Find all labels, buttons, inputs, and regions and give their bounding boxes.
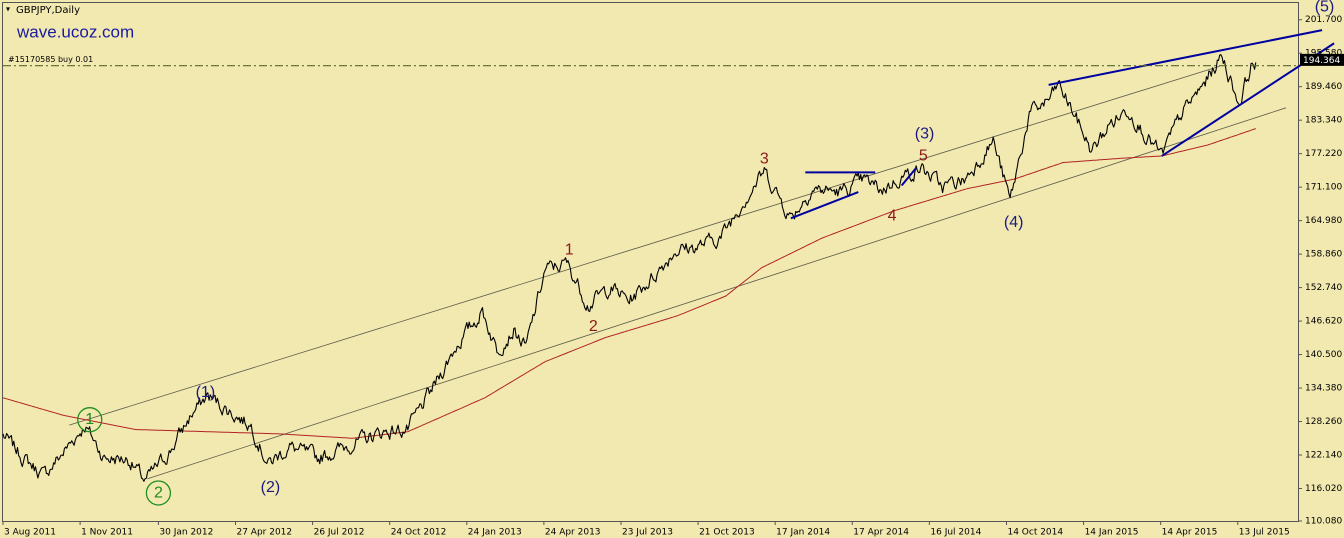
chart-symbol-icon: ▾ xyxy=(6,5,10,14)
x-tick-label: 24 Apr 2013 xyxy=(545,528,601,538)
channel-line-2 xyxy=(147,107,1287,480)
wave-label-text: 1 xyxy=(565,242,574,259)
x-tick-label: 1 Nov 2011 xyxy=(81,528,133,538)
wave-label-text: (1) xyxy=(196,384,216,401)
order-label: #15170585 buy 0.01 xyxy=(8,55,93,64)
x-tick-label: 27 Apr 2012 xyxy=(236,528,292,538)
y-tick-label: 110.080 xyxy=(1305,517,1342,527)
wave-label-3: (1) xyxy=(196,384,216,401)
x-tick-label: 21 Oct 2013 xyxy=(699,528,755,538)
wave-label-9: 5 xyxy=(919,147,928,164)
wave-label-text: 2 xyxy=(589,318,598,335)
wave-label-text: 4 xyxy=(888,208,897,225)
current-price-label: 194.364 xyxy=(1303,56,1340,66)
wave-label-text: 2 xyxy=(154,484,163,501)
x-tick-label: 26 Jul 2012 xyxy=(314,528,365,538)
y-tick-label: 146.620 xyxy=(1305,317,1342,327)
y-tick-label: 158.860 xyxy=(1305,250,1342,260)
price-axis[interactable]: 201.700 195.580 189.460 183.340 177.220 171.1… xyxy=(1298,15,1344,527)
current-price-box xyxy=(1300,53,1344,66)
y-tick-label: 128.260 xyxy=(1305,417,1342,427)
wave-label-text: 5 xyxy=(919,147,928,164)
y-tick-label: 152.740 xyxy=(1305,283,1342,293)
time-axis[interactable]: 3 Aug 2011 1 Nov 2011 30 Jan 2012 27 Apr 20… xyxy=(2,521,1290,538)
pattern-line-3 xyxy=(900,167,917,187)
wave-label-7: 3 xyxy=(760,151,769,168)
price-series xyxy=(2,54,1257,482)
y-tick-label: 164.980 xyxy=(1305,216,1342,226)
wave-label-4: (2) xyxy=(261,479,281,496)
order-line-group: #15170585 buy 0.01 xyxy=(3,55,1298,67)
wave-label-text: (2) xyxy=(261,479,281,496)
y-tick-label: 177.220 xyxy=(1305,149,1342,159)
x-tick-label: 17 Apr 2014 xyxy=(853,528,909,538)
wave-label-text: 3 xyxy=(760,151,769,168)
x-tick-label: 14 Oct 2014 xyxy=(1007,528,1063,538)
watermark-text: wave.ucoz.com xyxy=(16,22,134,41)
wave-label-circle xyxy=(77,407,103,433)
wave-label-text: (3) xyxy=(915,126,935,143)
pattern-line-2 xyxy=(790,191,859,220)
wave-label-text: (5) xyxy=(1315,0,1335,16)
wave-label-11: (4) xyxy=(1004,214,1024,231)
wave-label-text: (4) xyxy=(1004,214,1024,231)
x-tick-label: 16 Jul 2014 xyxy=(930,528,981,538)
wave-label-text: 1 xyxy=(85,411,94,428)
x-tick-label: 13 Jul 2015 xyxy=(1239,528,1290,538)
x-tick-label: 3 Aug 2011 xyxy=(4,528,56,538)
y-tick-label: 134.380 xyxy=(1305,384,1342,394)
pattern-line-4 xyxy=(1048,29,1323,86)
ma-line xyxy=(2,128,1256,439)
x-tick-label: 24 Jan 2013 xyxy=(468,528,522,538)
wave-labels: 1 2 (1) (2) 1 2 3 4 5 (3) (4) (5) xyxy=(77,0,1335,506)
chart-symbol-label: GBPJPY,Daily xyxy=(16,5,80,16)
y-tick-label: 183.340 xyxy=(1305,116,1342,126)
y-tick-label: 122.140 xyxy=(1305,451,1342,461)
wave-label-2: 2 xyxy=(145,480,172,506)
y-tick-label: 171.100 xyxy=(1305,183,1342,193)
price-line xyxy=(2,54,1257,482)
chart-header: ▾ GBPJPY,Daily wave.ucoz.com xyxy=(6,5,134,42)
moving-average xyxy=(2,128,1256,439)
x-tick-label: 17 Jan 2014 xyxy=(776,528,830,538)
wave-label-6: 2 xyxy=(589,318,598,335)
wave-label-1: 1 xyxy=(77,407,103,433)
wave-label-10: (3) xyxy=(915,126,935,143)
wave-label-5: 1 xyxy=(565,242,574,259)
x-tick-label: 14 Jan 2015 xyxy=(1085,528,1139,538)
x-tick-label: 24 Oct 2012 xyxy=(391,528,447,538)
y-tick-label: 201.700 xyxy=(1305,15,1342,25)
y-tick-label: 140.500 xyxy=(1305,350,1342,360)
wave-label-8: 4 xyxy=(888,208,897,225)
plot-frame xyxy=(2,2,1299,522)
y-tick-label: 116.020 xyxy=(1305,484,1342,494)
x-tick-label: 30 Jan 2012 xyxy=(159,528,213,538)
y-tick-label: 189.460 xyxy=(1305,82,1342,92)
wave-label-12: (5) xyxy=(1315,0,1335,16)
wave-label-circle xyxy=(145,480,172,506)
x-tick-label: 23 Jul 2013 xyxy=(622,528,673,538)
y-tick-label: 195.580 xyxy=(1305,49,1342,59)
x-tick-label: 14 Apr 2015 xyxy=(1162,528,1218,538)
